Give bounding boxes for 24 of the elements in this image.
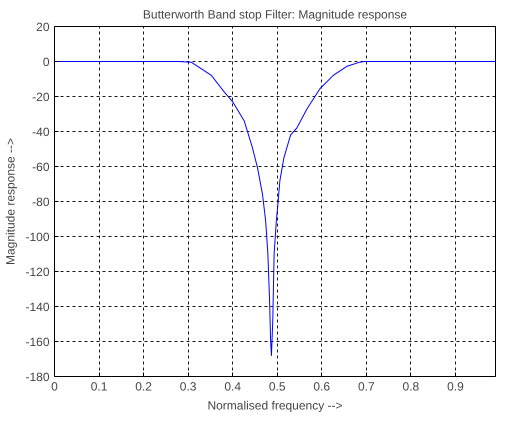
x-tick-label: 0.3 [180,380,197,394]
y-tick-label: 0 [42,55,50,69]
y-tick-label: -20 [32,90,50,104]
x-axis-title: Normalised frequency --> [207,398,343,412]
y-tick-label: -120 [25,265,50,279]
x-tick-label: 0.6 [313,380,330,394]
x-tick-label: 0 [51,380,58,394]
y-tick-label: -100 [25,230,50,244]
y-tick-label: 20 [36,20,50,34]
x-tick-label: 0.5 [268,380,286,394]
y-axis-title: Magnitude response --> [3,138,18,266]
x-tick-label: 0.7 [358,380,375,394]
y-tick-label: -180 [25,370,50,384]
y-tick-label: -40 [32,125,50,139]
x-tick-label: 0.8 [402,380,420,394]
y-tick-label: -160 [25,335,50,349]
x-tick-label: 0.2 [135,380,152,394]
x-tick-label: 0.9 [447,380,464,394]
x-tick-label: 0.1 [90,380,108,394]
y-tick-label: -60 [32,160,50,174]
y-tick-label: -80 [32,195,50,209]
x-tick-label: 0.4 [224,380,242,394]
y-tick-label: -140 [25,300,50,314]
chart-title: Butterworth Band stop Filter: Magnitude response [142,8,408,22]
